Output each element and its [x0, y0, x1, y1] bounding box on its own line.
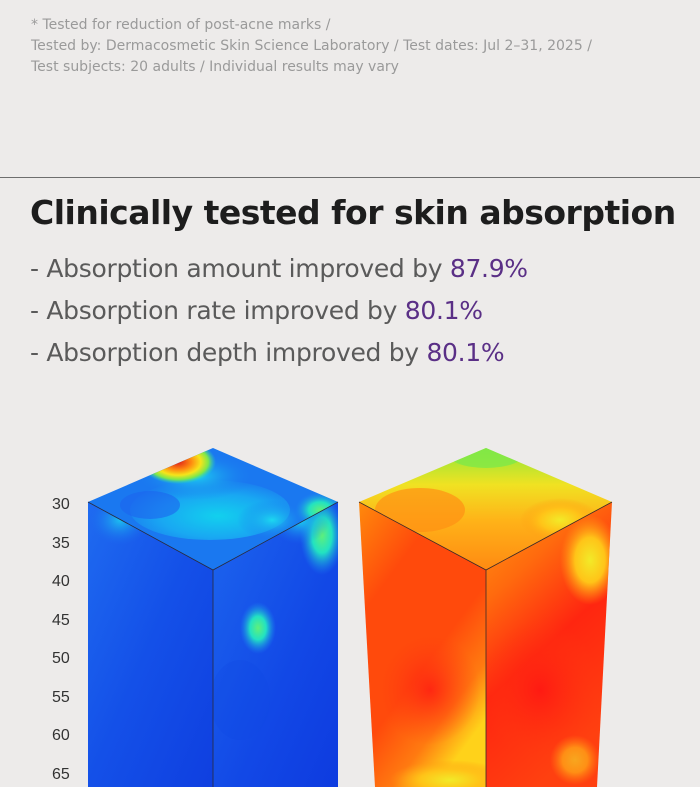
claim-text: - Absorption amount improved by	[30, 254, 450, 283]
test-disclaimer: * Tested for reduction of post-acne mark…	[31, 15, 681, 78]
claim-percentage: 87.9%	[449, 254, 528, 283]
claim-absorption-amount: - Absorption amount improved by 87.9%	[30, 254, 528, 296]
claim-percentage: 80.1%	[404, 296, 483, 325]
claims-list: - Absorption amount improved by 87.9% - …	[30, 254, 528, 380]
before-heatmap-cube	[87, 448, 339, 787]
depth-tick: 50	[52, 650, 70, 667]
after-cube-top-face	[359, 448, 612, 570]
disclaimer-line-3: Test subjects: 20 adults / Individual re…	[31, 59, 399, 75]
depth-tick: 60	[52, 727, 70, 744]
before-cube-left-face	[88, 502, 213, 787]
section-divider	[0, 177, 700, 178]
claim-absorption-depth: - Absorption depth improved by 80.1%	[30, 338, 528, 380]
depth-tick: 40	[52, 573, 70, 590]
before-cube-right-face	[213, 502, 338, 787]
disclaimer-line-2: Tested by: Dermacosmetic Skin Science La…	[31, 38, 592, 54]
claim-percentage: 80.1%	[426, 338, 505, 367]
claim-text: - Absorption rate improved by	[30, 296, 405, 325]
after-heatmap-cube	[358, 448, 613, 787]
section-headline: Clinically tested for skin absorption	[30, 193, 676, 232]
depth-tick: 55	[52, 689, 70, 706]
depth-tick: 30	[52, 496, 70, 513]
claim-absorption-rate: - Absorption rate improved by 80.1%	[30, 296, 528, 338]
disclaimer-line-1: * Tested for reduction of post-acne mark…	[31, 17, 331, 33]
depth-tick: 65	[52, 766, 70, 783]
claim-text: - Absorption depth improved by	[30, 338, 427, 367]
depth-tick: 35	[52, 535, 70, 552]
depth-tick: 45	[52, 612, 70, 629]
